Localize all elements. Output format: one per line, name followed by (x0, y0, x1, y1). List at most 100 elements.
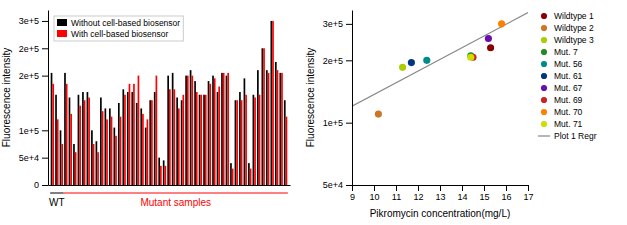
legend-label: Wildtype 2 (554, 23, 594, 33)
bar (122, 89, 124, 185)
x-axis-line (49, 185, 291, 186)
tick: 5e+4 (19, 153, 48, 163)
bar (194, 81, 196, 185)
annotation-label: Mutant samples (140, 197, 211, 208)
bar (129, 84, 131, 185)
tick: 16 (501, 185, 511, 202)
bar (196, 92, 198, 185)
bar (236, 100, 238, 185)
bar (51, 73, 53, 185)
bar (84, 100, 86, 185)
bar (88, 98, 90, 186)
legend-item: Mut. 7 (541, 47, 578, 57)
point-series (375, 111, 382, 118)
point-series (399, 64, 406, 71)
tick-mark (374, 185, 375, 191)
tick-mark (42, 21, 48, 22)
tick-mark (42, 185, 48, 186)
legend-swatch (57, 30, 67, 37)
bar (182, 95, 184, 185)
tick-mark (346, 123, 352, 124)
point-series (423, 57, 430, 64)
bar (55, 95, 57, 185)
bar (133, 84, 135, 185)
bar (158, 158, 160, 185)
bar (96, 141, 98, 185)
legend-swatch (541, 121, 547, 127)
legend-label: Mut. 71 (554, 119, 583, 129)
bar-series (52, 21, 287, 185)
bar (217, 92, 219, 185)
bar (241, 100, 243, 185)
bar (66, 84, 68, 185)
bar (185, 76, 187, 185)
bar (239, 92, 241, 185)
point (423, 57, 430, 64)
tick: 11 (392, 185, 401, 202)
legend-item: Mut. 61 (541, 71, 583, 81)
bar (235, 100, 237, 185)
tick-mark (352, 185, 353, 191)
bar (113, 128, 115, 185)
tick-label: 0 (34, 180, 39, 190)
tick-label: 1e+5 (19, 126, 39, 136)
x-axis-title: Pikromycin concentration(mg/L) (370, 208, 511, 219)
tick: 2e+5 (19, 71, 48, 81)
legend-swatch (541, 97, 547, 103)
tick-label: 10 (369, 192, 379, 202)
bar (176, 98, 178, 186)
tick-mark (346, 24, 352, 25)
legend-item: Wildtype 3 (541, 35, 594, 45)
tick: 17 (523, 185, 533, 202)
legend-label: Mut. 67 (554, 83, 583, 93)
bar (151, 100, 153, 185)
x-axis: 91011121314151617 (350, 185, 534, 202)
legend-swatch (57, 19, 67, 26)
tick-label: 12 (413, 192, 423, 202)
bar (223, 73, 225, 185)
bar (266, 70, 268, 185)
legend-label: Mut. 56 (554, 59, 583, 69)
point (498, 20, 505, 27)
bar (120, 117, 122, 185)
tick-mark (42, 130, 48, 131)
legend-swatch (541, 73, 547, 79)
bar (230, 163, 232, 185)
bar (82, 92, 84, 185)
bar (165, 166, 167, 185)
tick-mark (42, 48, 48, 49)
legend-item: Without cell-based biosensor (57, 18, 180, 28)
bar (57, 119, 59, 185)
legend-label: Wildtype 1 (554, 11, 594, 21)
bar (106, 119, 108, 185)
legend-label: Mut. 70 (554, 107, 583, 117)
tick-mark (346, 185, 352, 186)
bar (245, 95, 247, 185)
bar (64, 73, 66, 185)
bar (79, 106, 81, 185)
bar (279, 73, 281, 185)
bar (191, 76, 193, 185)
bar (199, 95, 201, 185)
legend-label: Plot 1 Regr (554, 131, 597, 141)
bar (272, 21, 274, 185)
bar (221, 73, 223, 185)
bar (91, 130, 93, 185)
bar (70, 114, 72, 185)
legend-label: Without cell-based biosensor (71, 18, 180, 28)
bar (250, 169, 252, 185)
bar (97, 152, 99, 185)
legend-item: Mut. 67 (541, 83, 583, 93)
bar (218, 87, 220, 185)
tick-mark (42, 76, 48, 77)
tick: 1e+5 (323, 118, 352, 128)
legend-item: Mut. 56 (541, 59, 583, 69)
bar (262, 48, 264, 185)
tick-label: 16 (501, 192, 511, 202)
bar (275, 62, 277, 185)
tick: 15 (479, 185, 489, 202)
point (408, 59, 415, 66)
bar (181, 100, 183, 185)
bar (172, 73, 174, 185)
bar (209, 84, 211, 185)
